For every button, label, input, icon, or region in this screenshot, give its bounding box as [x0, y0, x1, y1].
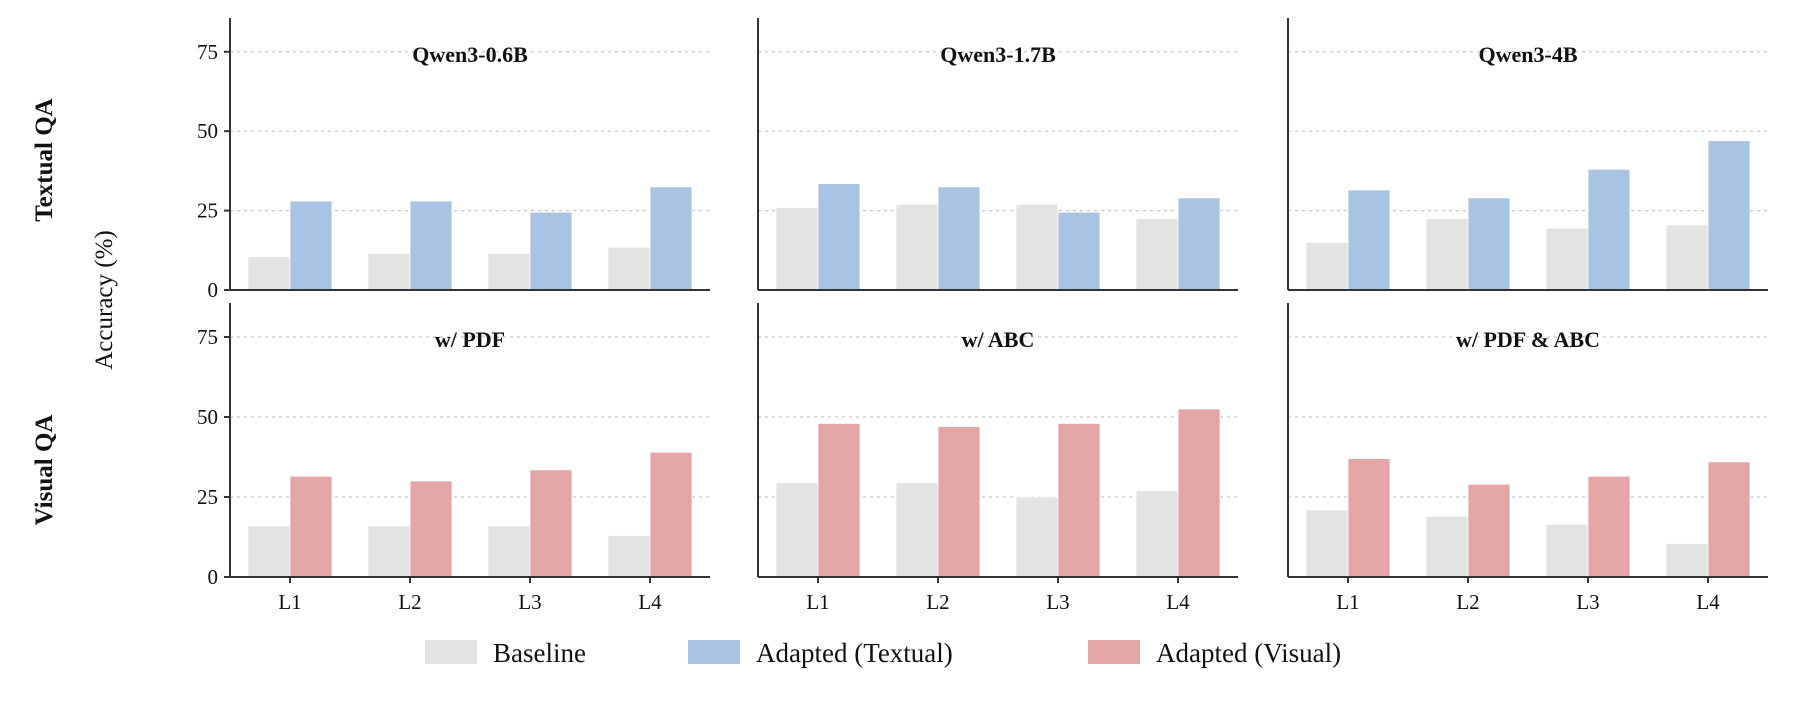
bar-baseline-l3	[1015, 203, 1059, 291]
bar-adapted-visual-l1	[289, 475, 333, 578]
bar-adapted-textual-l3	[529, 211, 573, 291]
bar-adapted-visual-l3	[1587, 475, 1631, 578]
bar-baseline-l4	[1135, 218, 1179, 291]
y-tick-label: 75	[197, 325, 218, 349]
bar-baseline-l3	[487, 525, 531, 578]
bar-adapted-textual-l4	[1707, 140, 1751, 291]
panel-qwen3-1-7b: Qwen3-1.7B	[757, 18, 1238, 291]
x-tick-label: L3	[1576, 590, 1599, 614]
legend-swatch-adapted-textual	[688, 640, 740, 664]
panel-w-pdf-abc: L1 L2 L3 L4 w/ PDF & ABC	[1287, 303, 1768, 614]
bar-baseline-l3	[1015, 496, 1059, 578]
bar-adapted-visual-l1	[1347, 458, 1391, 578]
y-tick-label: 50	[197, 405, 218, 429]
bar-baseline-l3	[487, 253, 531, 291]
bar-baseline-l2	[367, 253, 411, 291]
bar-baseline-l2	[1425, 515, 1469, 578]
panel-title: Qwen3-1.7B	[940, 42, 1056, 67]
panel-title: w/ ABC	[962, 327, 1035, 352]
y-tick-label: 25	[197, 485, 218, 509]
bar-baseline-l1	[1305, 241, 1349, 291]
x-tick-label: L2	[1456, 590, 1479, 614]
x-tick-label: L1	[1336, 590, 1359, 614]
bar-baseline-l4	[1665, 224, 1709, 291]
x-tick-label: L4	[1696, 590, 1720, 614]
bar-adapted-textual-l1	[817, 183, 861, 291]
bar-baseline-l1	[247, 256, 291, 291]
bar-baseline-l2	[367, 525, 411, 578]
y-tick-label: 50	[197, 119, 218, 143]
bar-adapted-textual-l3	[1587, 168, 1631, 291]
row-labels: Textual QA Visual QA	[31, 98, 58, 525]
legend-swatch-adapted-visual	[1088, 640, 1140, 664]
bar-adapted-textual-l3	[1057, 211, 1101, 291]
y-tick-label: 0	[208, 278, 219, 302]
bar-adapted-textual-l4	[1177, 197, 1221, 291]
y-tick-label: 25	[197, 199, 218, 223]
bar-baseline-l2	[1425, 218, 1469, 291]
bar-baseline-l2	[895, 482, 939, 578]
panel-w-abc: L1 L2 L3 L4 w/ ABC	[757, 303, 1238, 614]
bar-adapted-visual-l1	[817, 422, 861, 578]
bar-adapted-textual-l2	[937, 186, 981, 291]
bar-adapted-textual-l4	[649, 186, 693, 291]
bar-adapted-visual-l4	[1177, 408, 1221, 578]
bar-baseline-l1	[775, 207, 819, 291]
x-tick-label: L1	[806, 590, 829, 614]
bar-baseline-l4	[607, 246, 651, 291]
x-tick-label: L4	[1166, 590, 1190, 614]
panel-title: Qwen3-0.6B	[412, 42, 528, 67]
bar-baseline-l4	[607, 535, 651, 578]
x-tick-label: L2	[926, 590, 949, 614]
legend: Baseline Adapted (Textual) Adapted (Visual…	[425, 638, 1341, 668]
bar-adapted-visual-l3	[1057, 422, 1101, 578]
bar-adapted-visual-l2	[1467, 483, 1511, 578]
legend-swatch-baseline	[425, 640, 477, 664]
legend-label-adapted-visual: Adapted (Visual)	[1156, 638, 1341, 668]
bar-adapted-visual-l3	[529, 469, 573, 578]
legend-label-baseline: Baseline	[493, 638, 586, 668]
bar-baseline-l1	[1305, 509, 1349, 578]
legend-label-adapted-textual: Adapted (Textual)	[756, 638, 953, 668]
panel-title: w/ PDF	[435, 327, 505, 352]
row-label-textual-qa: Textual QA	[31, 98, 58, 221]
y-axis-label: Accuracy (%)	[91, 230, 118, 370]
bar-baseline-l4	[1135, 490, 1179, 578]
panel-w-pdf: 0 25 50 75 L1 L2 L3 L4 w/ PDF	[197, 303, 710, 614]
y-tick-label: 75	[197, 40, 218, 64]
bar-adapted-visual-l4	[649, 451, 693, 578]
bar-baseline-l3	[1545, 227, 1589, 291]
panel-title: Qwen3-4B	[1479, 42, 1578, 67]
bar-adapted-visual-l4	[1707, 461, 1751, 578]
x-tick-label: L4	[638, 590, 662, 614]
panel-title: w/ PDF & ABC	[1456, 327, 1600, 352]
x-tick-label: L3	[1046, 590, 1069, 614]
bar-baseline-l1	[247, 525, 291, 578]
bar-adapted-textual-l1	[289, 200, 333, 291]
bar-adapted-textual-l2	[409, 200, 453, 291]
panel-qwen3-4b: Qwen3-4B	[1287, 18, 1768, 291]
x-tick-label: L1	[278, 590, 301, 614]
chart-panels: 0 25 50 75 Qwen3-0.6B Qwen3-1.7B Qwen3-4B 0 25 50…	[197, 18, 1768, 614]
row-label-visual-qa: Visual QA	[31, 415, 58, 526]
panel-qwen3-0-6b: 0 25 50 75 Qwen3-0.6B	[197, 18, 710, 302]
bar-adapted-textual-l1	[1347, 189, 1391, 291]
bar-baseline-l1	[775, 482, 819, 578]
bar-adapted-textual-l2	[1467, 197, 1511, 291]
bar-adapted-visual-l2	[937, 426, 981, 578]
y-tick-label: 0	[208, 565, 219, 589]
bar-baseline-l4	[1665, 543, 1709, 578]
bar-adapted-visual-l2	[409, 480, 453, 578]
bar-baseline-l2	[895, 203, 939, 291]
bar-baseline-l3	[1545, 523, 1589, 578]
x-tick-label: L3	[518, 590, 541, 614]
x-tick-label: L2	[398, 590, 421, 614]
